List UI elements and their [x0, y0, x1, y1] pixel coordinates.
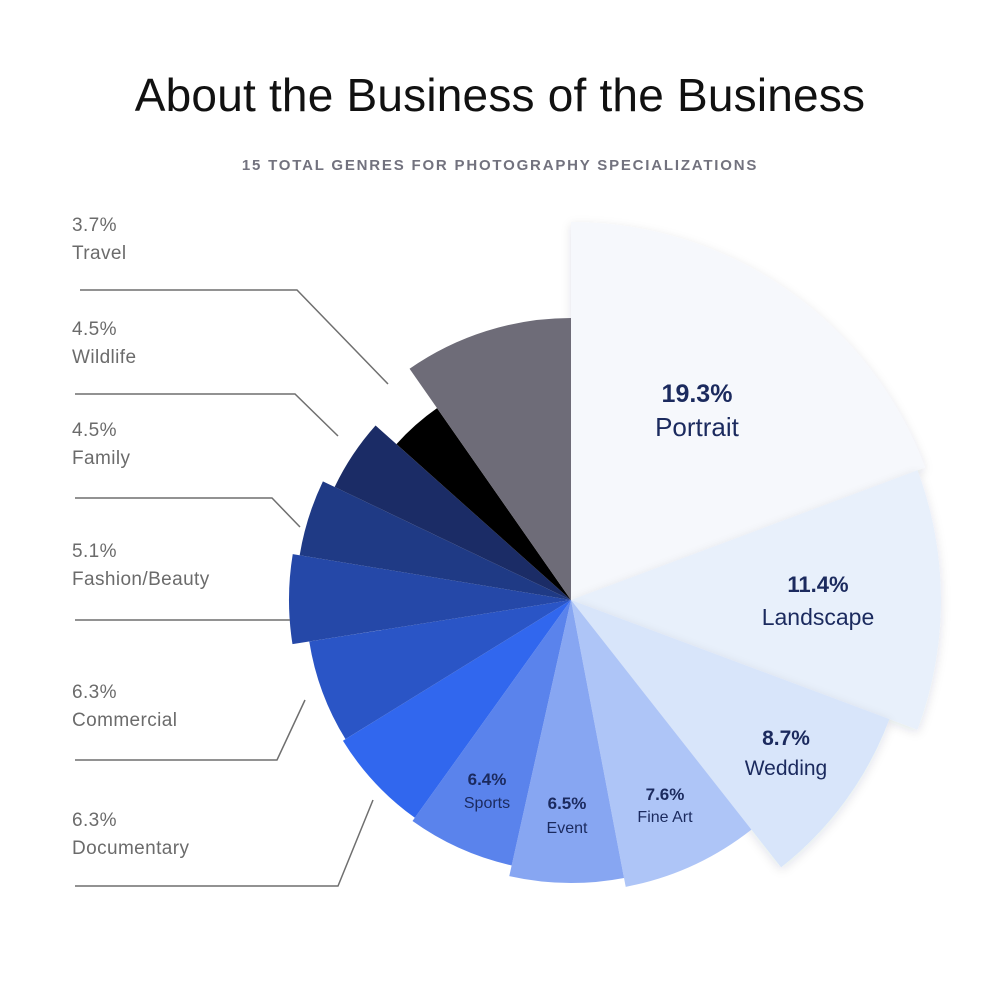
slice-value-event: 6.5% [548, 794, 587, 813]
slice-value-sports: 6.4% [468, 770, 507, 789]
slice-value-commercial: 6.3% [72, 682, 117, 703]
pie-slice-fashion-beauty [288, 554, 571, 645]
slice-label-portrait: Portrait [655, 412, 740, 442]
leader-line-travel [80, 289, 389, 385]
slice-value-fine-art: 7.6% [646, 785, 685, 804]
chart-subtitle: 15 TOTAL GENRES FOR PHOTOGRAPHY SPECIALI… [241, 157, 759, 174]
pie-slice-family [299, 481, 571, 600]
slice-label-documentary: Documentary [72, 838, 189, 859]
slice-value-portrait: 19.3% [662, 380, 733, 408]
pie-slice-sports [412, 600, 571, 866]
slice-label-family: Family [72, 448, 130, 469]
slice-value-landscape: 11.4% [787, 572, 848, 597]
leader-line-documentary [75, 799, 374, 887]
slice-value-travel: 3.7% [72, 215, 117, 236]
slice-label-sports: Sports [464, 795, 510, 812]
slice-label-wedding: Wedding [745, 757, 828, 780]
pie-slice-portrait [571, 222, 926, 600]
pie-slice-commercial [309, 600, 571, 740]
pie-slice-landscape [571, 470, 941, 730]
slice-label-commercial: Commercial [72, 710, 177, 731]
pie-slice-event [509, 600, 625, 883]
pie-slice-documentary [342, 600, 571, 818]
slice-label-travel: Travel [72, 243, 126, 264]
chart-title: About the Business of the Business [134, 69, 866, 121]
pie-slice-wedding [571, 600, 890, 868]
leader-line-family [75, 497, 301, 528]
slice-value-wedding: 8.7% [762, 727, 810, 750]
slice-label-wildlife: Wildlife [72, 347, 136, 368]
slice-value-family: 4.5% [72, 420, 117, 441]
pie-slice-other [409, 318, 571, 600]
slice-value-fashion-beauty: 5.1% [72, 541, 117, 562]
slice-value-wildlife: 4.5% [72, 319, 117, 340]
leader-line-commercial [75, 699, 306, 761]
slice-label-landscape: Landscape [762, 604, 875, 630]
slice-label-fashion-beauty: Fashion/Beauty [72, 569, 210, 590]
slice-label-event: Event [547, 820, 588, 837]
slice-value-documentary: 6.3% [72, 810, 117, 831]
slice-label-fine-art: Fine Art [637, 809, 693, 826]
pie-slice-wildlife [334, 425, 571, 600]
pie-slice-fine-art [571, 600, 752, 887]
leader-line-wildlife [75, 393, 339, 437]
pie-slice-travel [396, 408, 571, 600]
